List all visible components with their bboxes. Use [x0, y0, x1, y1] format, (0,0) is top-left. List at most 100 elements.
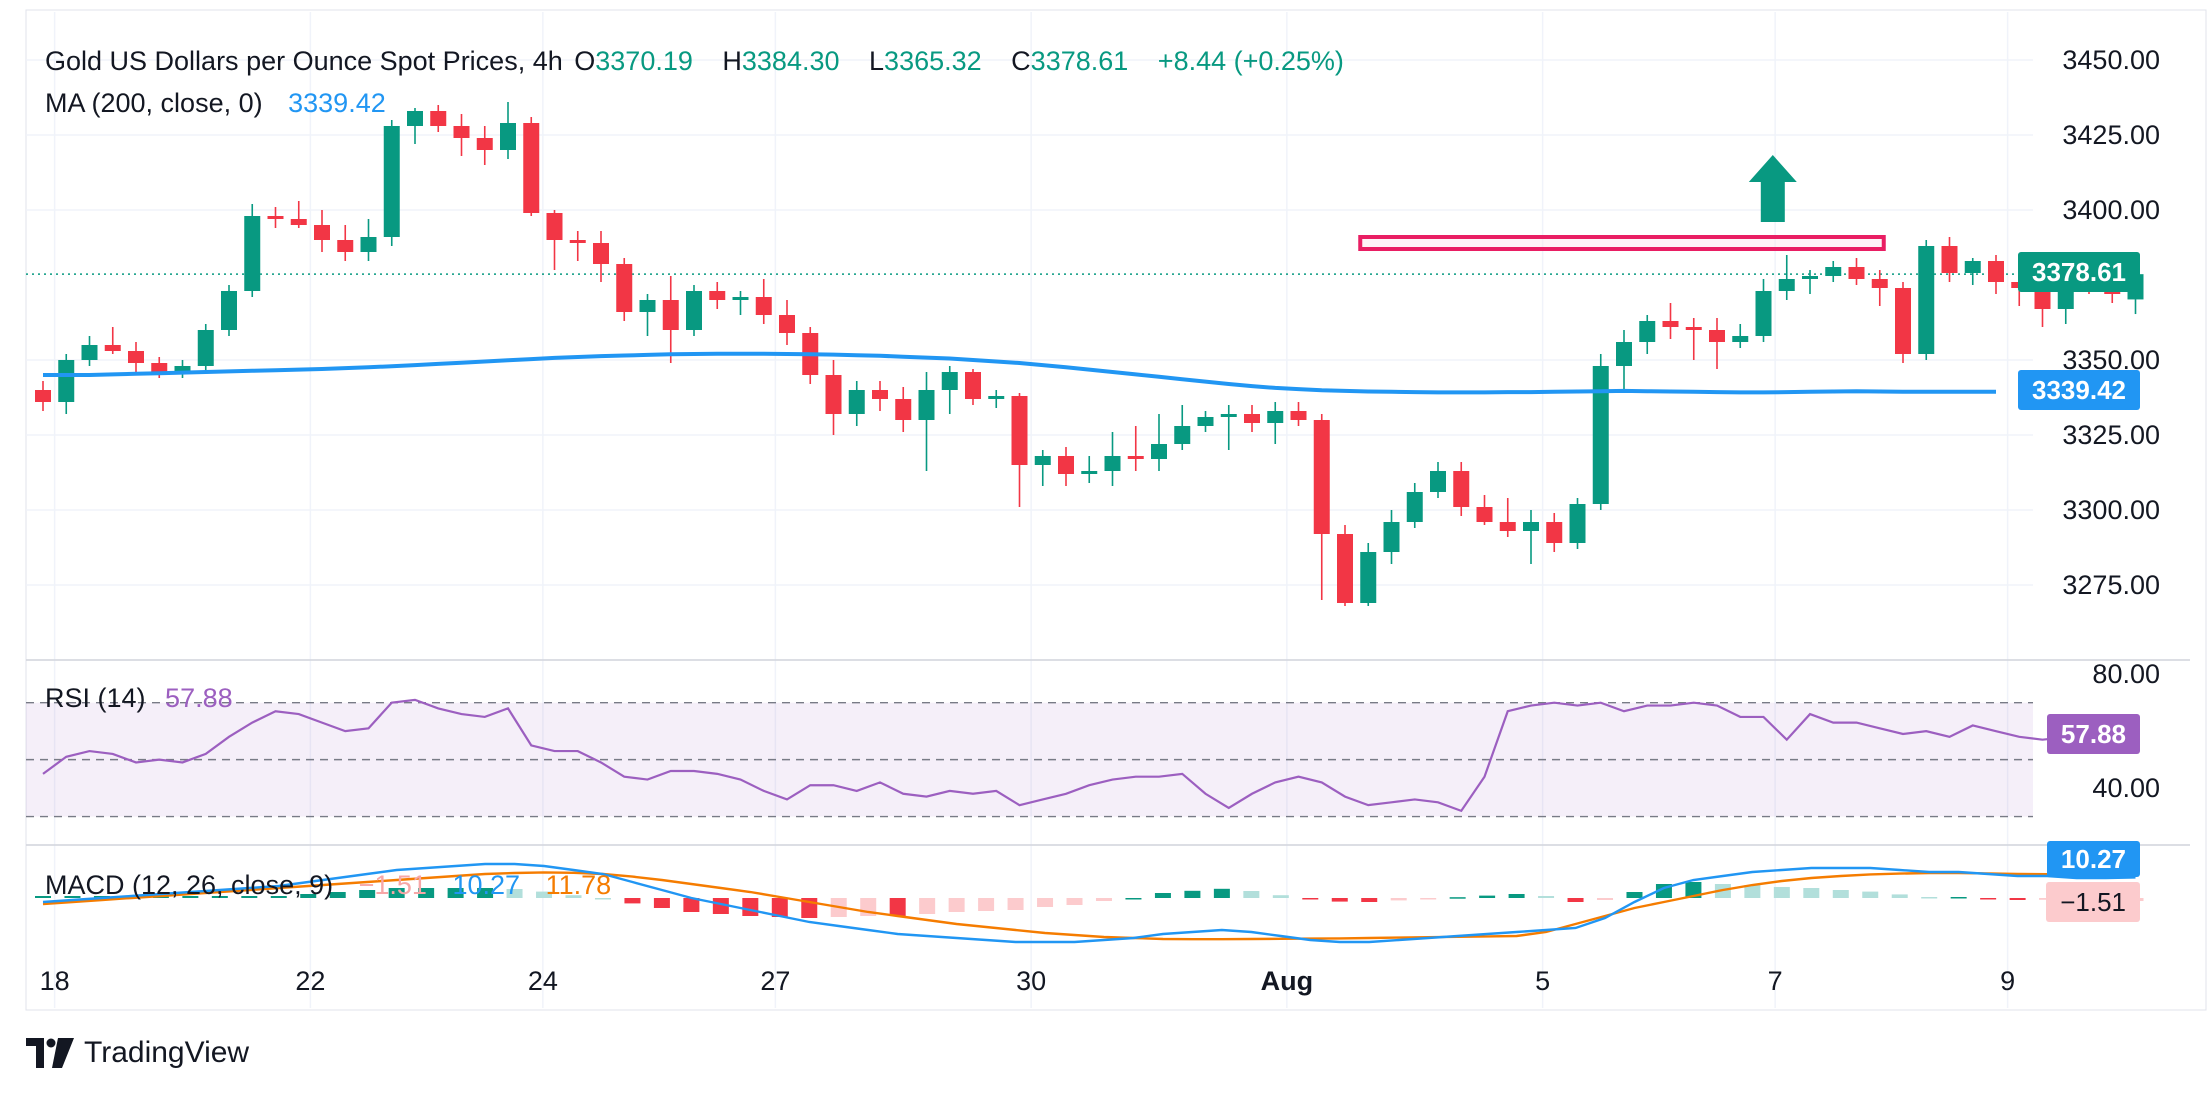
macd-histogram-bar: [624, 898, 641, 904]
x-tick-label: Aug: [1261, 966, 1313, 996]
macd-histogram-bar: [536, 891, 553, 898]
symbol-title: Gold US Dollars per Ounce Spot Prices, 4…: [45, 46, 563, 76]
macd-price-tag: 10.27: [2046, 841, 2140, 877]
candle-body: [1104, 456, 1121, 471]
candle-body: [1267, 411, 1284, 423]
candle-body: [2034, 288, 2051, 309]
macd-signal-line: [42, 871, 2136, 941]
macd-histogram-bar: [1420, 898, 1437, 900]
macd-histogram-bar: [477, 888, 494, 898]
candle-body: [337, 240, 354, 252]
rsi-legend: RSI (14) 57.88: [45, 683, 237, 714]
macd-histogram-bar: [270, 896, 287, 898]
ma-price-tag: 3339.42: [2018, 370, 2140, 410]
candle-body: [1964, 261, 1981, 273]
candle-body: [1662, 321, 1679, 327]
candle-body: [1778, 279, 1795, 291]
macd-legend: MACD (12, 26, close, 9) −1.51 10.27 11.7…: [45, 870, 615, 901]
candle-body: [360, 237, 377, 252]
x-tick-label: 30: [1016, 966, 1046, 996]
candle-body: [616, 264, 633, 312]
candle-body: [662, 300, 679, 330]
macd-histogram-bar: [241, 896, 258, 898]
candle-body: [1220, 414, 1237, 417]
candle-body: [1848, 267, 1865, 279]
macd-histogram-bar: [1744, 885, 1761, 898]
candle-body: [1244, 414, 1260, 423]
price-tick-label: 3400.00: [2062, 195, 2160, 225]
high-label: H: [722, 46, 742, 76]
candle-body: [1685, 327, 1702, 330]
macd-histogram-bar: [1184, 890, 1201, 898]
candle-body: [779, 315, 795, 333]
macd-histogram-bar: [1980, 898, 1997, 900]
low-label: L: [869, 46, 885, 76]
ma-label: MA (200, close, 0): [45, 88, 263, 118]
candle-body: [1127, 456, 1144, 459]
macd-histogram-bar: [978, 898, 995, 911]
macd-histogram-bar: [1449, 897, 1466, 899]
candle-body: [1895, 288, 1911, 354]
x-tick-label: 24: [528, 966, 558, 996]
macd-histogram-bar: [594, 898, 611, 900]
macd-histogram-bar: [1302, 898, 1319, 900]
macd-histogram-bar: [683, 898, 700, 912]
last-price-tag: 3378.61: [2018, 252, 2140, 292]
candle-body: [988, 396, 1005, 399]
candle-body: [1616, 342, 1632, 366]
candle-body: [1499, 522, 1516, 531]
candle-body: [1825, 267, 1842, 276]
candle-body: [1569, 504, 1586, 543]
macd-histogram-bar: [653, 898, 670, 908]
open-label: O: [574, 46, 596, 76]
candle-body: [1709, 330, 1725, 342]
macd-histogram-bar: [211, 896, 228, 898]
candle-body: [1732, 336, 1749, 342]
candle-body: [1406, 492, 1423, 522]
candle-body: [1639, 321, 1656, 342]
price-tick-label: 3325.00: [2062, 420, 2160, 450]
macd-histogram-bar: [359, 890, 376, 898]
candle-body: [848, 390, 865, 414]
candle-body: [1151, 444, 1167, 459]
candle-body: [872, 390, 888, 399]
candle-body: [174, 366, 191, 372]
candle-body: [104, 345, 121, 351]
macd-histogram-bar: [771, 898, 788, 917]
candle-body: [1360, 552, 1377, 603]
macd-histogram-bar: [1891, 894, 1908, 898]
candle-body: [709, 291, 726, 300]
macd-histogram-bar: [565, 895, 582, 898]
candle-body: [918, 390, 935, 420]
price-legend: Gold US Dollars per Ounce Spot Prices, 4…: [45, 46, 1348, 77]
candle-body: [1383, 522, 1400, 552]
macd-signal-value: 11.78: [545, 870, 612, 900]
chart-frame: 18 22 24 27 30 Aug 5 7 9 3450.00 3425.00 3400.00 335…: [25, 9, 2207, 1011]
macd-histogram-bar: [182, 896, 199, 898]
macd-histogram-bar: [1095, 898, 1112, 901]
x-tick-label: 9: [2000, 966, 2015, 996]
price-tick-label: 3450.00: [2062, 45, 2160, 75]
candle-body: [1592, 366, 1609, 504]
candle-body: [639, 300, 656, 312]
ma200-line: [43, 351, 1997, 395]
close-label: C: [1011, 46, 1031, 76]
candle-body: [1034, 456, 1051, 465]
candle-body: [500, 123, 516, 150]
candle-body: [1988, 261, 2004, 282]
candle-body: [453, 126, 470, 138]
ma-legend: MA (200, close, 0) 3339.42: [45, 88, 390, 119]
candle-body: [755, 297, 772, 315]
macd-histogram-bar: [1950, 897, 1967, 899]
rsi-label: RSI (14): [45, 683, 146, 713]
macd-histogram-bar: [1803, 888, 1820, 898]
macd-line: [42, 862, 2136, 944]
macd-histogram-bar: [948, 898, 965, 912]
rsi-line: [42, 698, 2066, 813]
candle-body: [267, 216, 284, 219]
macd-histogram-bar: [1921, 897, 1938, 899]
candle-body: [686, 291, 702, 330]
macd-histogram-bar: [329, 892, 346, 898]
resistance-zone: [1358, 235, 1886, 251]
x-tick-label: 7: [1768, 966, 1783, 996]
